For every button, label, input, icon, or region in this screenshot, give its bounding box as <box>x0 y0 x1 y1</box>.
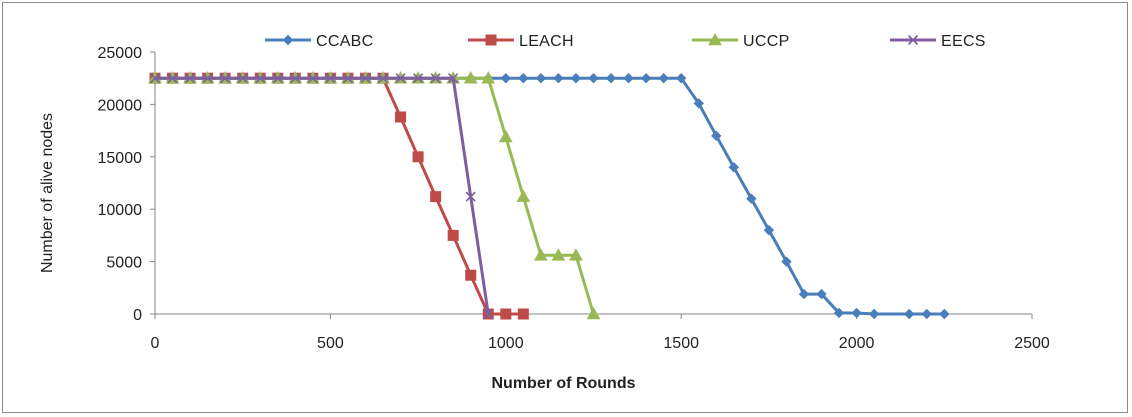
x-tick-label: 500 <box>317 335 344 352</box>
data-point-ccabc <box>500 72 512 84</box>
data-point-ccabc <box>518 72 529 84</box>
x-axis-title: Number of Rounds <box>492 375 636 392</box>
data-point-eecs <box>307 73 318 84</box>
x-axis-ticks: 0 500 1000 1500 2000 2500 <box>151 314 1050 352</box>
data-point-ccabc <box>763 224 775 236</box>
series-uccp <box>148 71 601 320</box>
legend: CCABC LEACH UCCP EECS <box>265 32 986 50</box>
series-ccabc <box>149 72 950 320</box>
data-point-ccabc <box>605 72 617 84</box>
data-point-ccabc <box>816 288 827 300</box>
data-point-ccabc <box>939 308 950 320</box>
data-point-uccp <box>498 129 513 143</box>
y-axis-title: Number of alive nodes <box>39 113 56 273</box>
data-point-ccabc <box>921 308 932 320</box>
data-point-eecs <box>185 73 196 84</box>
legend-marker-uccp <box>708 32 722 46</box>
data-point-eecs <box>237 73 248 84</box>
data-point-ccabc <box>535 72 547 84</box>
data-point-eecs <box>255 73 266 84</box>
series-line-uccp <box>155 76 595 315</box>
data-point-ccabc <box>833 307 845 319</box>
y-tick-label: 15000 <box>98 150 143 167</box>
data-point-eecs <box>377 73 389 84</box>
data-point-ccabc <box>588 72 599 84</box>
data-point-uccp <box>481 71 496 84</box>
data-point-eecs <box>167 73 178 84</box>
data-point-ccabc <box>798 288 810 300</box>
x-tick-label: 1000 <box>488 335 524 352</box>
data-point-leach <box>517 308 529 320</box>
data-point-ccabc <box>658 72 669 84</box>
data-point-leach <box>395 111 407 123</box>
legend-item-leach: LEACH <box>468 33 574 50</box>
legend-item-eecs: EECS <box>890 33 986 50</box>
data-point-leach <box>412 151 424 163</box>
y-tick-label: 10000 <box>98 202 143 219</box>
x-tick-label: 2500 <box>1014 335 1050 352</box>
y-axis-ticks: 0 5000 10000 15000 20000 25000 <box>98 45 155 324</box>
data-point-uccp <box>551 248 566 261</box>
data-point-eecs <box>360 73 371 84</box>
data-point-leach <box>447 229 459 241</box>
y-tick-label: 25000 <box>98 45 143 62</box>
data-point-uccp <box>586 306 601 320</box>
data-point-ccabc <box>553 72 564 84</box>
data-point-ccabc <box>851 307 862 319</box>
data-point-uccp <box>516 189 531 202</box>
data-point-eecs <box>395 73 406 84</box>
data-point-eecs <box>483 308 494 320</box>
data-point-ccabc <box>693 98 704 109</box>
data-point-eecs <box>325 73 336 84</box>
series-eecs <box>149 73 494 320</box>
legend-marker-leach <box>485 34 497 46</box>
data-point-eecs <box>342 73 354 84</box>
x-tick-label: 0 <box>151 335 160 352</box>
x-tick-label: 2000 <box>839 335 875 352</box>
data-point-eecs <box>290 73 301 84</box>
legend-marker-ccabc <box>282 34 294 46</box>
data-point-ccabc <box>868 308 880 320</box>
data-point-uccp <box>534 248 548 261</box>
data-point-ccabc <box>904 308 915 320</box>
y-tick-label: 20000 <box>98 97 143 114</box>
legend-label-ccabc: CCABC <box>316 33 374 50</box>
data-point-leach <box>500 308 512 320</box>
data-point-eecs <box>149 73 161 84</box>
legend-marker-eecs <box>907 34 919 46</box>
legend-label-eecs: EECS <box>941 33 986 50</box>
data-point-eecs <box>272 73 283 84</box>
data-point-eecs <box>448 73 459 84</box>
series-line-eecs <box>155 76 490 315</box>
data-point-eecs <box>430 73 441 84</box>
legend-item-ccabc: CCABC <box>265 33 374 50</box>
data-point-ccabc <box>640 72 652 84</box>
data-point-eecs <box>413 73 424 84</box>
data-point-ccabc <box>623 72 634 84</box>
legend-label-uccp: UCCP <box>743 33 790 50</box>
legend-label-leach: LEACH <box>519 33 574 50</box>
data-point-eecs <box>465 191 476 202</box>
data-point-ccabc <box>781 256 792 267</box>
y-tick-label: 0 <box>133 307 142 324</box>
series-line-ccabc <box>155 76 945 316</box>
data-point-ccabc <box>570 72 582 84</box>
series-layer <box>148 71 950 320</box>
data-point-uccp <box>569 248 583 261</box>
y-tick-label: 5000 <box>106 255 142 272</box>
legend-item-uccp: UCCP <box>692 32 790 50</box>
data-point-ccabc <box>711 130 722 142</box>
data-point-uccp <box>463 71 478 84</box>
data-point-ccabc <box>746 193 757 204</box>
data-point-leach <box>430 191 442 203</box>
data-point-leach <box>465 269 477 281</box>
x-tick-label: 1500 <box>663 335 699 352</box>
data-point-eecs <box>202 73 213 84</box>
data-point-ccabc <box>675 72 687 84</box>
data-point-eecs <box>220 73 231 84</box>
data-point-ccabc <box>728 162 740 173</box>
